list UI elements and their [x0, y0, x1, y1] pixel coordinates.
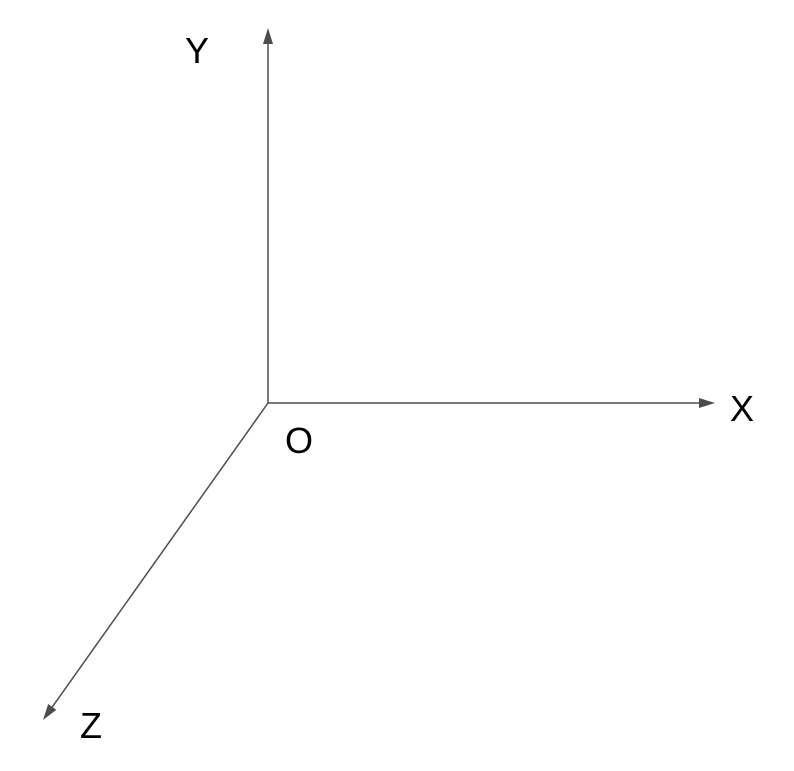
- coordinate-system-diagram: Y X Z O: [0, 0, 794, 771]
- label-z: Z: [80, 705, 102, 747]
- label-origin: O: [285, 420, 313, 462]
- label-x: X: [730, 388, 754, 430]
- axes-svg: [0, 0, 794, 771]
- label-y: Y: [185, 30, 209, 72]
